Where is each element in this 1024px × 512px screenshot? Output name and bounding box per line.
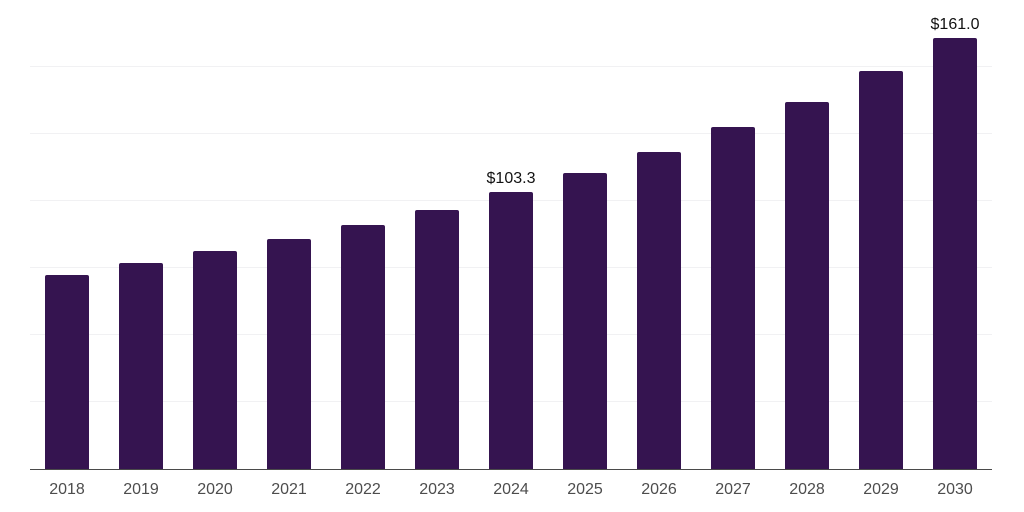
bar-2020 [193,250,237,469]
bar-slot-2028 [770,101,844,469]
gridline-150 [30,66,992,67]
bar-2018 [45,275,89,469]
bar-2024 [489,192,533,469]
bar-slot-2018 [30,275,104,469]
x-tick-label-2025: 2025 [567,481,603,498]
bar-2026 [637,151,681,469]
bar-slot-2027 [696,126,770,469]
x-tick-label-2023: 2023 [419,481,455,498]
bar-slot-2026 [622,151,696,469]
x-tick-label-2020: 2020 [197,481,233,498]
x-tick-label-2018: 2018 [49,481,85,498]
bar-2025 [563,172,607,469]
bar-slot-2023 [400,209,474,469]
data-label-2030: $161.0 [930,15,980,33]
bar-2022 [341,224,385,469]
bar-2027 [711,126,755,469]
x-tick-label-2029: 2029 [863,481,899,498]
x-tick-label-2026: 2026 [641,481,677,498]
bar-slot-2024: $103.3 [474,170,548,469]
bar-2028 [785,101,829,469]
bar-slot-2022 [326,224,400,469]
bar-slot-2021 [252,238,326,469]
data-label-2024: $103.3 [486,170,536,188]
x-tick-label-2027: 2027 [715,481,751,498]
bar-slot-2030: $161.0 [918,15,992,469]
x-tick-label-2022: 2022 [345,481,381,498]
bar-slot-2019 [104,262,178,469]
x-tick-label-2028: 2028 [789,481,825,498]
x-tick-label-2024: 2024 [493,481,529,498]
bars-row: $103.3 $161.0 [30,0,992,469]
bar-slot-2029 [844,70,918,469]
x-tick-label-2019: 2019 [123,481,159,498]
bar-slot-2020 [178,250,252,469]
bar-2030 [933,37,977,469]
bar-2019 [119,262,163,469]
x-tick-label-2030: 2030 [937,481,973,498]
bar-2023 [415,209,459,469]
gridline-125 [30,133,992,134]
x-axis: 2018 2019 2020 2021 2022 2023 2024 2025 2026 2027… [30,480,992,500]
bar-slot-2025 [548,172,622,469]
plot-area: $103.3 $161.0 [30,0,992,470]
x-tick-label-2021: 2021 [271,481,307,498]
bar-2029 [859,70,903,469]
bar-2021 [267,238,311,469]
